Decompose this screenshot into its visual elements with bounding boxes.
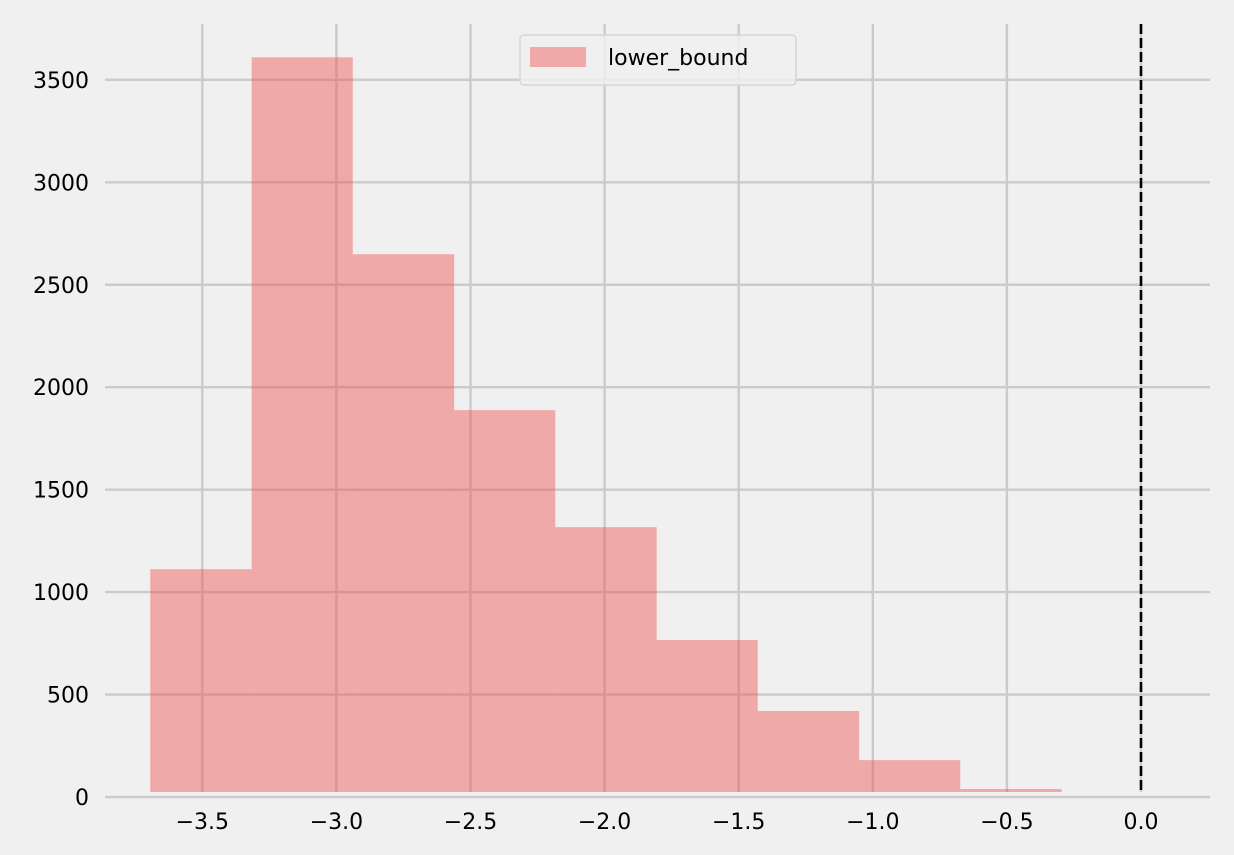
legend-label: lower_bound bbox=[608, 46, 748, 71]
x-tick-label: −3.0 bbox=[310, 810, 363, 835]
y-axis-tick-labels: 0 500 1000 1500 2000 2500 3000 3500 bbox=[33, 69, 89, 811]
legend-swatch bbox=[530, 47, 586, 67]
y-tick-label: 1500 bbox=[33, 479, 89, 504]
histogram-bar bbox=[656, 640, 758, 792]
histogram-bar bbox=[859, 760, 961, 792]
grid-lines bbox=[105, 24, 1210, 799]
x-tick-label: −0.5 bbox=[980, 810, 1033, 835]
histogram-bar bbox=[555, 527, 657, 792]
x-tick-label: 0.0 bbox=[1124, 810, 1159, 835]
y-tick-label: 3000 bbox=[33, 171, 89, 196]
histogram-bar bbox=[757, 710, 860, 792]
histogram-bars bbox=[150, 57, 1062, 793]
y-tick-label: 1000 bbox=[33, 581, 89, 606]
histogram-bar bbox=[454, 410, 556, 792]
x-tick-label: −1.5 bbox=[712, 810, 765, 835]
y-tick-label: 3500 bbox=[33, 69, 89, 94]
x-axis-tick-labels: −3.5 −3.0 −2.5 −2.0 −1.5 −1.0 −0.5 0.0 bbox=[176, 810, 1159, 835]
histogram-bar bbox=[251, 57, 353, 793]
histogram-bar bbox=[960, 789, 1062, 792]
histogram-bar bbox=[150, 569, 252, 792]
y-tick-label: 0 bbox=[75, 786, 89, 811]
x-tick-label: −2.0 bbox=[578, 810, 631, 835]
x-tick-label: −2.5 bbox=[444, 810, 497, 835]
legend-box bbox=[519, 34, 797, 86]
y-tick-label: 500 bbox=[47, 684, 89, 709]
y-tick-label: 2000 bbox=[33, 376, 89, 401]
histogram-bar bbox=[352, 254, 455, 792]
x-tick-label: −1.0 bbox=[846, 810, 899, 835]
x-tick-label: −3.5 bbox=[176, 810, 229, 835]
legend: lower_bound bbox=[519, 34, 797, 86]
y-tick-label: 2500 bbox=[33, 274, 89, 299]
